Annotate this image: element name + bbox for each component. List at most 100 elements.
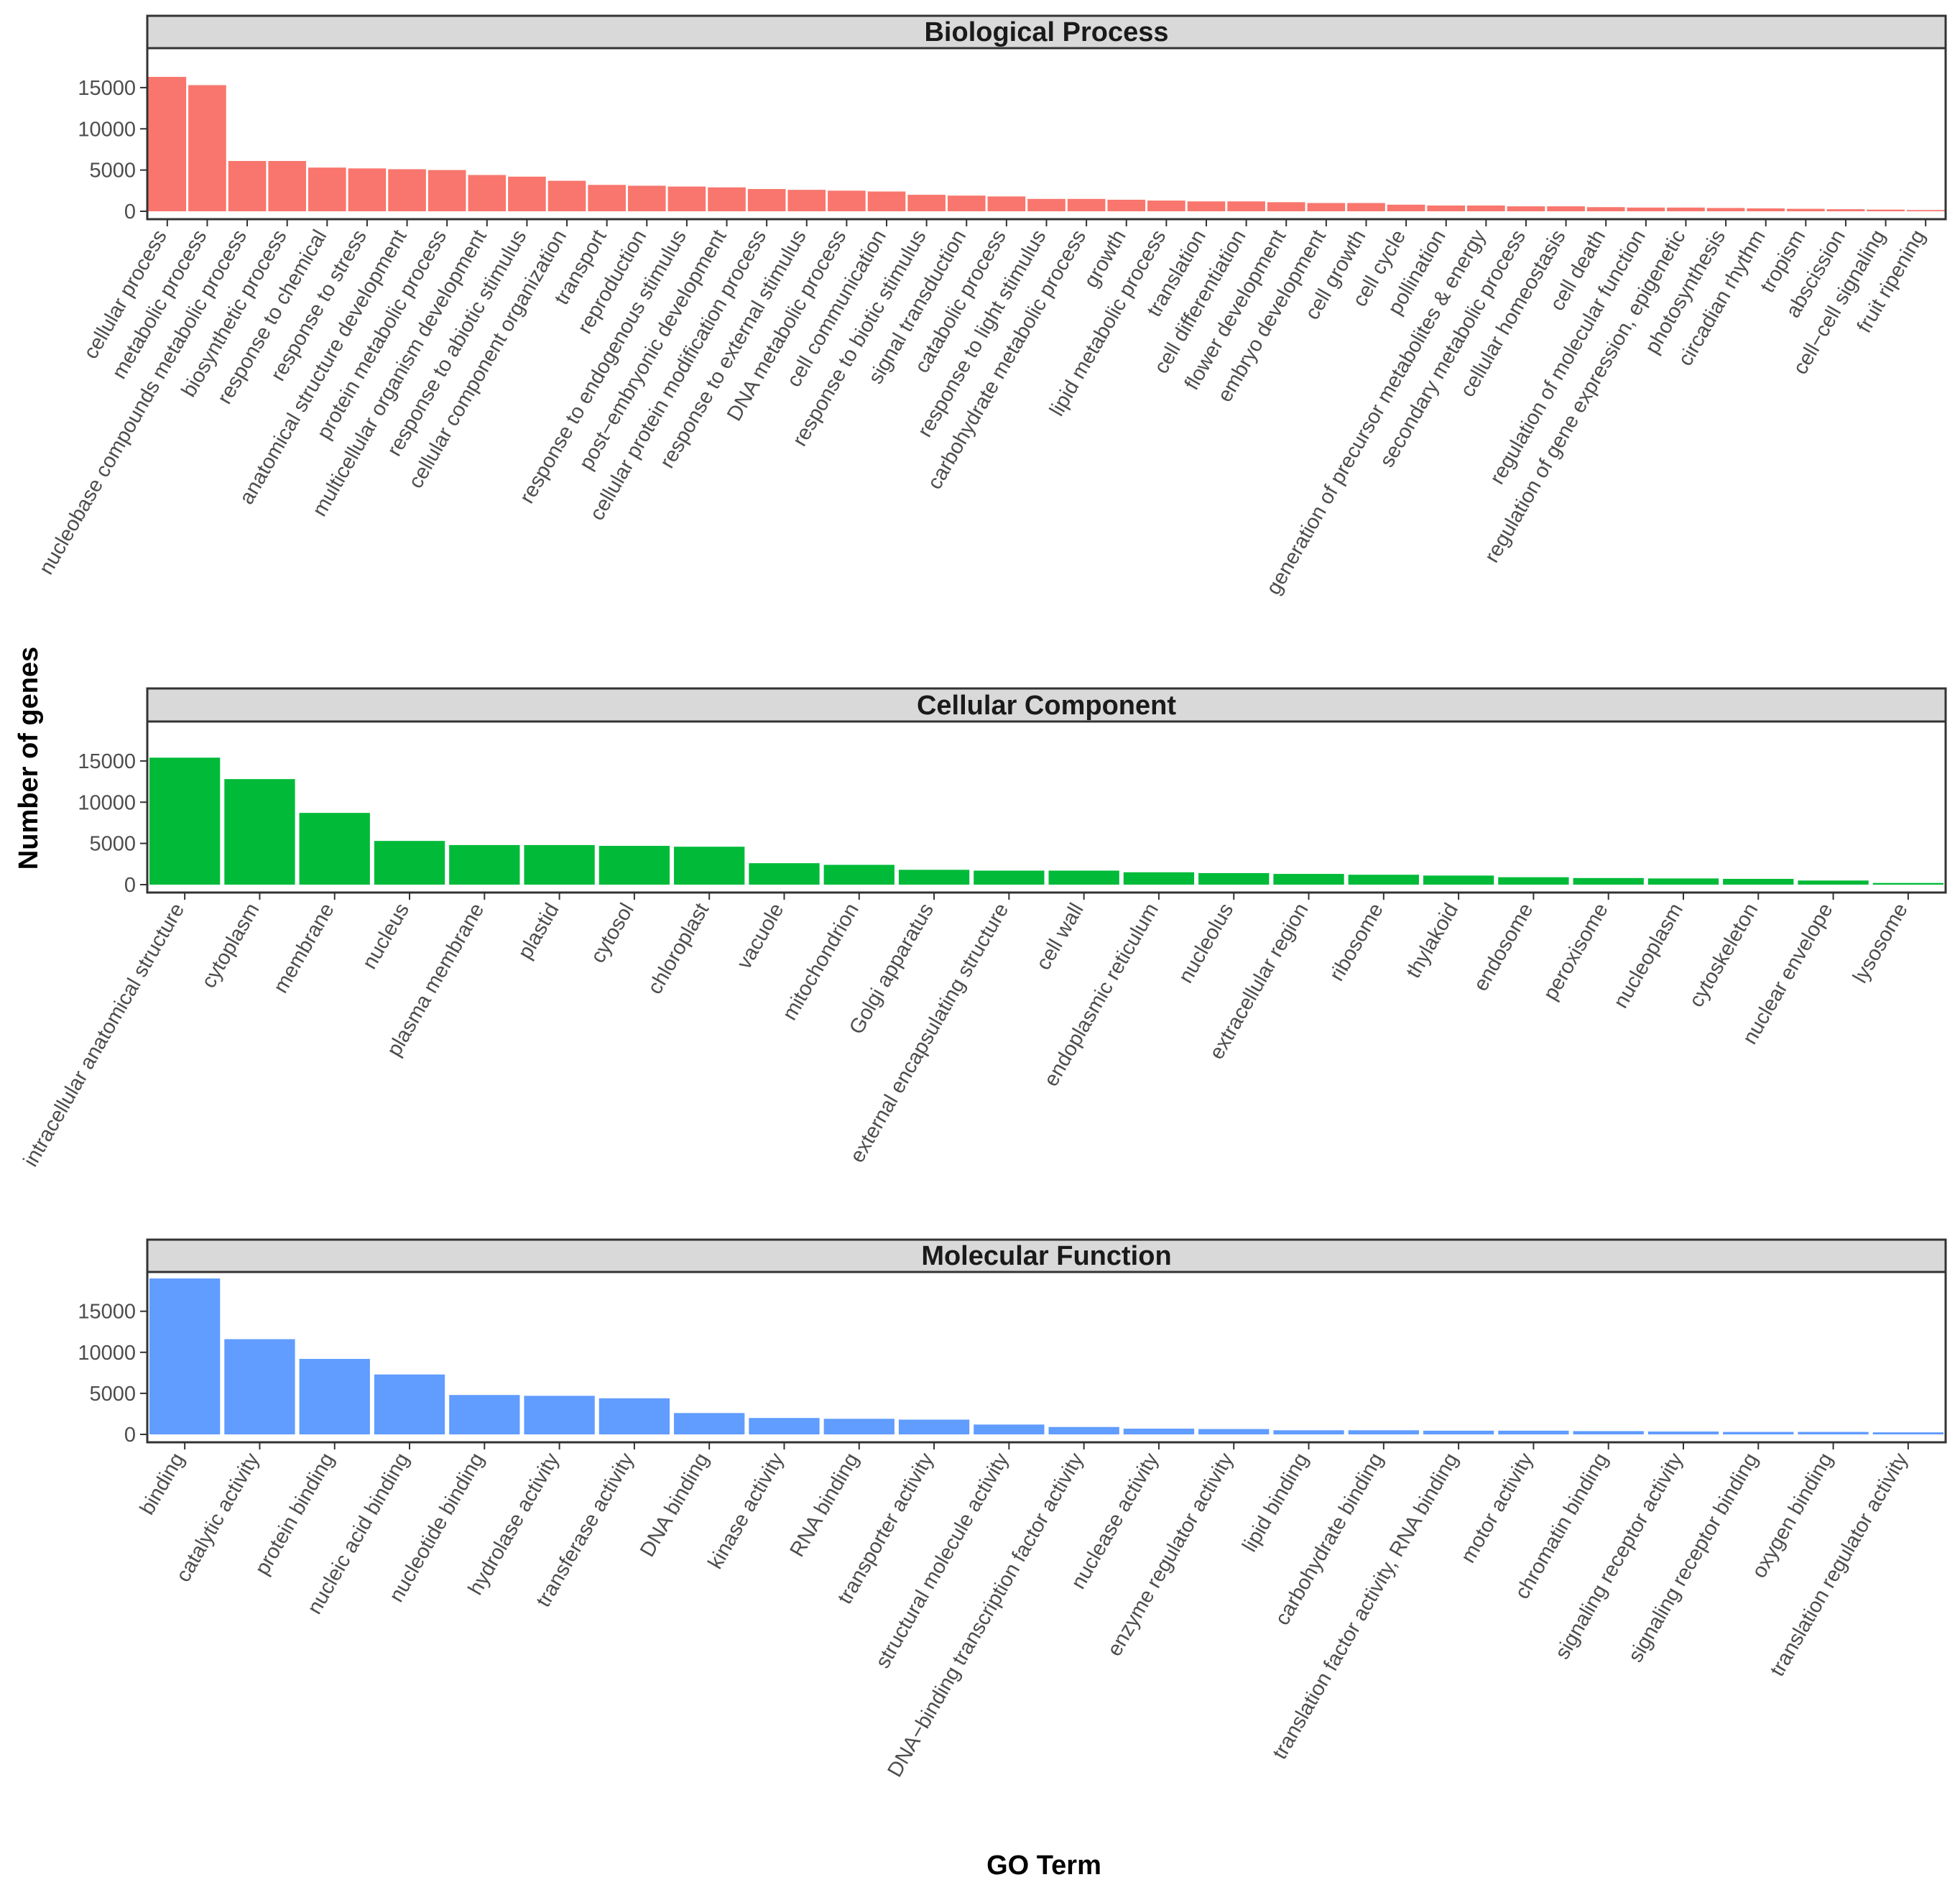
- molecular-function-bar-motor-activity: [1498, 1430, 1569, 1434]
- cellular-component-ytick-label: 10000: [78, 791, 136, 814]
- cellular-component-xtick-label: nucleolus: [1174, 900, 1238, 987]
- biological-process-bar-cellular-protein-modification-process: [747, 189, 786, 211]
- biological-process-bar-embryo-development: [1307, 203, 1346, 211]
- cellular-component-xtick-label: mitochondrion: [778, 900, 864, 1025]
- cellular-component-bar-nucleus: [374, 841, 445, 885]
- molecular-function-bar-hydrolase-activity: [524, 1396, 595, 1434]
- biological-process-ytick-label: 10000: [78, 118, 136, 141]
- cellular-component-xtick-label: membrane: [269, 900, 339, 997]
- molecular-function-bar-dna-binding-transcription-factor-activity: [1048, 1426, 1119, 1434]
- molecular-function-bar-transferase-activity: [598, 1398, 670, 1434]
- cellular-component-bar-lysosome: [1872, 882, 1943, 885]
- molecular-function-bar-enzyme-regulator-activity: [1198, 1429, 1270, 1434]
- cellular-component-xtick-label: thylakoid: [1402, 899, 1463, 982]
- biological-process-bar-response-to-stress: [348, 168, 387, 211]
- cellular-component-bar-ribosome: [1348, 875, 1419, 885]
- molecular-function-bar-binding: [149, 1278, 221, 1434]
- cellular-component-bar-intracellular-anatomical-structure: [149, 757, 221, 885]
- cellular-component-xtick-label: cytoplasm: [198, 900, 264, 992]
- biological-process-bar-cellular-process: [148, 76, 187, 212]
- molecular-function-bar-transporter-activity: [898, 1419, 970, 1434]
- molecular-function-xtick-label: kinase activity: [704, 1449, 789, 1573]
- cellular-component-bar-peroxisome: [1573, 877, 1644, 885]
- biological-process-bar-pollination: [1427, 205, 1466, 211]
- biological-process-bar-response-to-light-stimulus: [1027, 198, 1065, 211]
- cellular-component-bar-endoplasmic-reticulum: [1123, 872, 1195, 885]
- cellular-component-bar-cytoplasm: [224, 779, 295, 885]
- molecular-function-xtick-label: structural molecule activity: [872, 1449, 1014, 1672]
- molecular-function-bar-structural-molecule-activity: [974, 1424, 1045, 1434]
- molecular-function-bar-lipid-binding: [1273, 1430, 1344, 1434]
- molecular-function-strip-title: Molecular Function: [921, 1241, 1171, 1271]
- biological-process-bar-response-to-endogenous-stimulus: [667, 186, 706, 211]
- cellular-component-bar-endosome: [1498, 877, 1569, 885]
- biological-process-bar-cell-cycle: [1387, 204, 1425, 211]
- cellular-component-xtick-label: Golgi apparatus: [845, 900, 938, 1038]
- biological-process-bar-cell-communication: [867, 191, 906, 211]
- molecular-function-xtick-label: RNA binding: [786, 1449, 864, 1562]
- biological-process-bar-cell-differentiation: [1227, 201, 1265, 211]
- cellular-component-xtick-label: cell wall: [1032, 900, 1088, 974]
- molecular-function-bar-rna-binding: [823, 1419, 895, 1434]
- biological-process-bar-generation-of-precursor-metabolites-energy: [1467, 205, 1505, 211]
- biological-process-bar-cell-cell-signaling: [1867, 209, 1905, 211]
- molecular-function-ytick-label: 15000: [78, 1301, 136, 1324]
- cellular-component-xtick-label: nucleoplasm: [1609, 900, 1688, 1013]
- molecular-function-bar-catalytic-activity: [224, 1339, 295, 1434]
- biological-process-bar-protein-metabolic-process: [427, 170, 466, 211]
- biological-process-bar-post-embryonic-development: [708, 187, 746, 211]
- cellular-component-xtick-label: external encapsulating structure: [846, 900, 1013, 1167]
- biological-process-bar-secondary-metabolic-process: [1507, 206, 1545, 211]
- molecular-function-xtick-label: lipid binding: [1238, 1449, 1313, 1557]
- molecular-function-xtick-label: oxygen binding: [1747, 1449, 1837, 1582]
- cellular-component-xtick-label: cytoskeleton: [1685, 900, 1762, 1012]
- biological-process-bar-catabolic-process: [987, 196, 1026, 211]
- cellular-component-panel-border: [146, 720, 1947, 894]
- biological-process-ytick-label: 0: [124, 200, 136, 223]
- molecular-function-xtick-label: signaling receptor binding: [1624, 1449, 1762, 1667]
- cellular-component-bar-golgi-apparatus: [898, 870, 970, 885]
- cellular-component-ytick-label: 15000: [78, 750, 136, 773]
- cellular-component-xtick-label: nucleus: [358, 900, 414, 974]
- biological-process-bar-response-to-abiotic-stimulus: [508, 176, 546, 211]
- biological-process-bar-dna-metabolic-process: [828, 190, 866, 211]
- molecular-function-ytick-label: 5000: [89, 1383, 136, 1406]
- cellular-component-bar-thylakoid: [1423, 875, 1494, 885]
- biological-process-bar-lipid-metabolic-process: [1147, 200, 1185, 211]
- biological-process-bar-photosynthesis: [1706, 208, 1745, 211]
- cellular-component-bar-plastid: [524, 844, 595, 885]
- molecular-function-bar-signaling-receptor-binding: [1723, 1432, 1794, 1434]
- cellular-component-xtick-label: intracellular anatomical structure: [19, 900, 189, 1171]
- molecular-function-xtick-label: catalytic activity: [172, 1449, 264, 1586]
- cellular-component-ytick-label: 0: [124, 874, 136, 897]
- biological-process-bar-carbohydrate-metabolic-process: [1067, 198, 1106, 211]
- cellular-component-xtick-label: plastid: [514, 900, 564, 964]
- cellular-component-bar-cytoskeleton: [1723, 878, 1794, 885]
- cellular-component-ytick-label: 5000: [89, 833, 136, 856]
- molecular-function-xtick-label: signaling receptor activity: [1551, 1449, 1688, 1663]
- cellular-component-bar-chloroplast: [674, 847, 745, 885]
- cellular-component-bar-external-encapsulating-structure: [974, 870, 1045, 885]
- biological-process-bar-flower-development: [1267, 202, 1305, 211]
- biological-process-bar-cell-growth: [1347, 203, 1385, 211]
- molecular-function-ytick-label: 0: [124, 1424, 136, 1447]
- biological-process-bar-metabolic-process: [188, 85, 226, 211]
- molecular-function-xtick-label: enzyme regulator activity: [1103, 1449, 1238, 1660]
- biological-process-bar-biosynthetic-process: [268, 161, 306, 211]
- biological-process-bar-cellular-homeostasis: [1547, 206, 1585, 211]
- molecular-function-xtick-label: motor activity: [1456, 1449, 1538, 1567]
- biological-process-ytick-label: 15000: [78, 77, 136, 100]
- cellular-component-xtick-label: lysosome: [1849, 900, 1913, 987]
- biological-process-bar-signal-transduction: [947, 195, 986, 211]
- biological-process-strip-title: Biological Process: [924, 17, 1168, 47]
- molecular-function-panel-border: [146, 1271, 1947, 1444]
- cellular-component-bar-plasma-membrane: [449, 844, 520, 885]
- cellular-component-bar-vacuole: [749, 863, 820, 885]
- cellular-component-strip-title: Cellular Component: [917, 691, 1176, 721]
- molecular-function-bar-signaling-receptor-activity: [1647, 1432, 1719, 1434]
- cellular-component-bar-membrane: [299, 813, 370, 885]
- cellular-component-xtick-label: ribosome: [1326, 900, 1388, 985]
- molecular-function-bar-chromatin-binding: [1573, 1431, 1644, 1434]
- molecular-function-bar-translation-factor-activity-rna-binding: [1423, 1430, 1494, 1434]
- y-axis-title: Number of genes: [14, 647, 44, 870]
